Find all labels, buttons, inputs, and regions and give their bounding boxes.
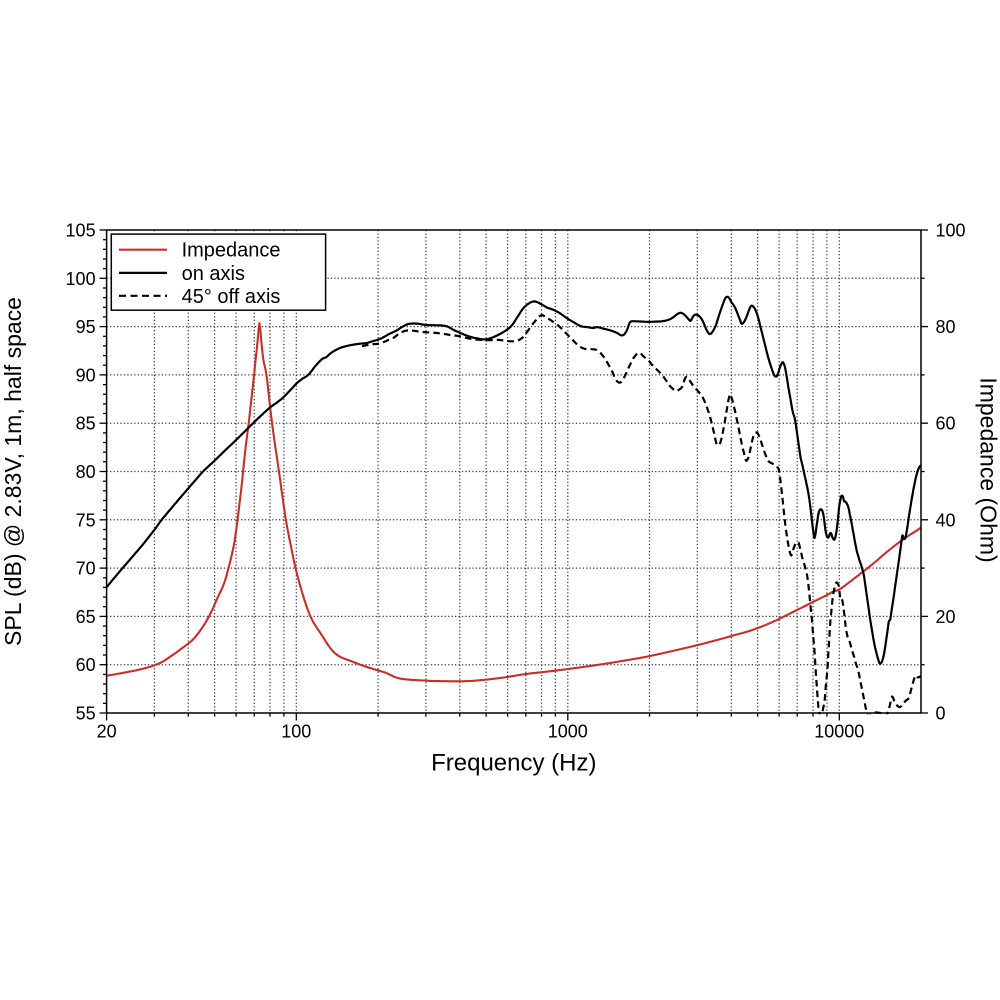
svg-text:100: 100: [66, 269, 96, 289]
svg-text:40: 40: [936, 510, 956, 530]
svg-text:55: 55: [76, 704, 96, 724]
svg-text:80: 80: [76, 462, 96, 482]
svg-text:1000: 1000: [548, 722, 588, 742]
svg-text:75: 75: [76, 510, 96, 530]
svg-text:0: 0: [936, 704, 946, 724]
svg-text:70: 70: [76, 559, 96, 579]
svg-text:10000: 10000: [814, 722, 864, 742]
svg-text:20: 20: [936, 607, 956, 627]
svg-text:Frequency (Hz): Frequency (Hz): [431, 750, 596, 777]
svg-text:95: 95: [76, 317, 96, 337]
svg-text:100: 100: [936, 221, 966, 241]
svg-text:60: 60: [936, 414, 956, 434]
svg-text:on axis: on axis: [182, 263, 245, 285]
svg-text:60: 60: [76, 655, 96, 675]
svg-text:45° off axis: 45° off axis: [182, 286, 281, 308]
svg-text:100: 100: [281, 722, 311, 742]
svg-text:80: 80: [936, 317, 956, 337]
svg-text:105: 105: [66, 221, 96, 241]
svg-text:65: 65: [76, 607, 96, 627]
svg-text:Impedance (Ohm): Impedance (Ohm): [976, 377, 1000, 562]
svg-text:85: 85: [76, 414, 96, 434]
svg-text:20: 20: [97, 722, 117, 742]
svg-text:90: 90: [76, 365, 96, 385]
svg-text:Impedance: Impedance: [182, 240, 281, 262]
svg-text:SPL (dB) @ 2.83V, 1m, half spa: SPL (dB) @ 2.83V, 1m, half space: [0, 297, 26, 646]
